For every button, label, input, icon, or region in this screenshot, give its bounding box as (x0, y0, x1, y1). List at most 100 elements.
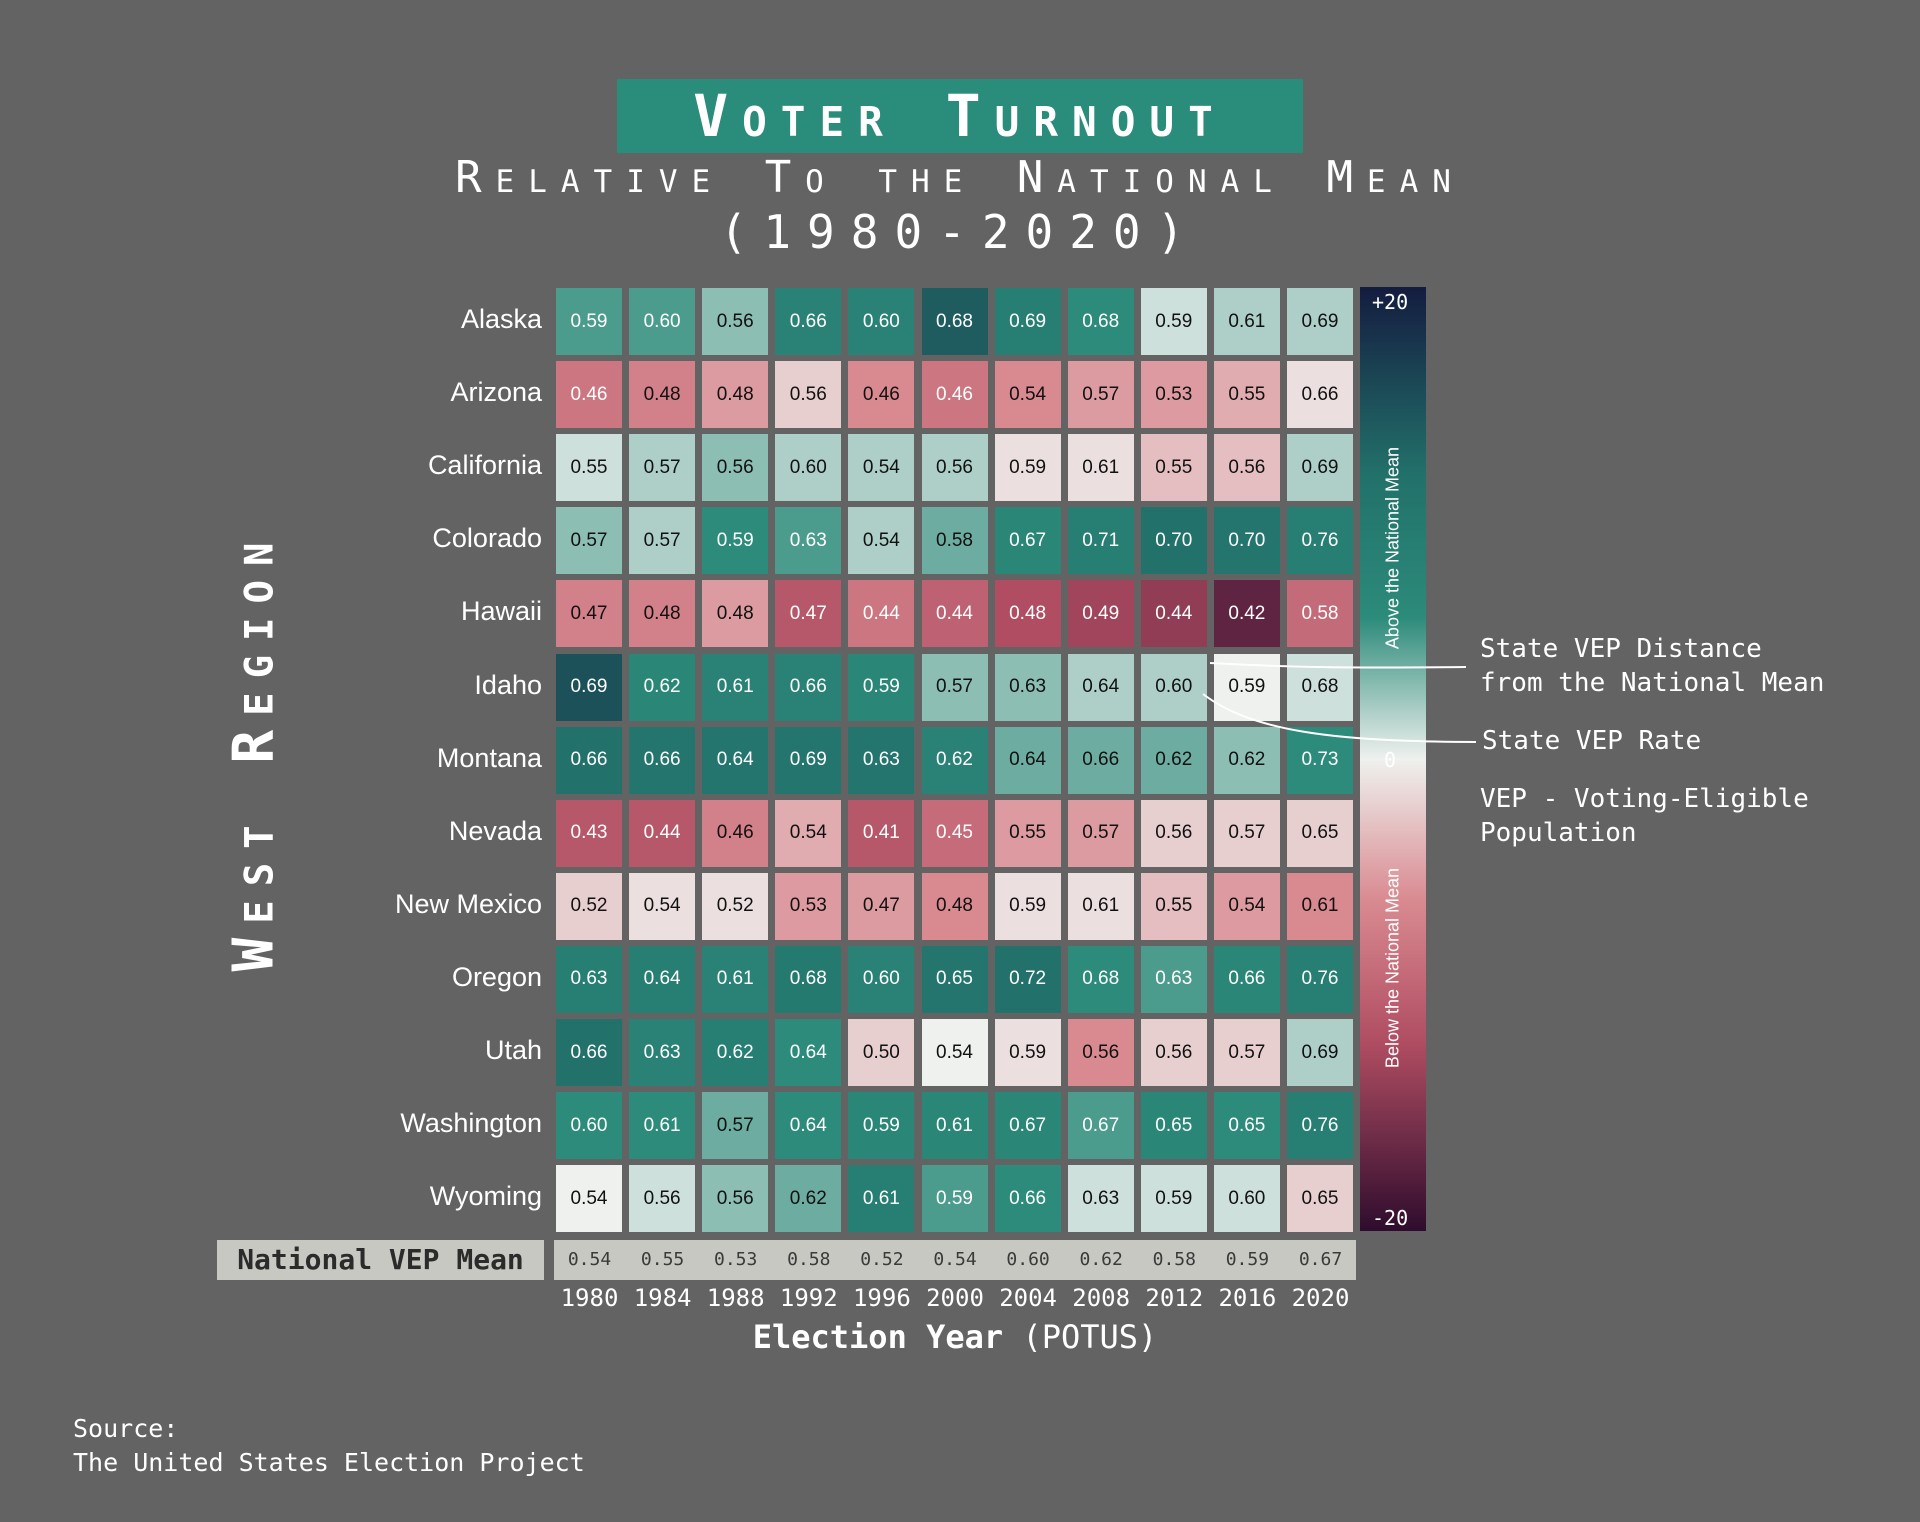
heatmap-cell: 0.63 (556, 945, 622, 1013)
heatmap-cell: 0.56 (702, 288, 769, 355)
x-tick-label: 2012 (1145, 1284, 1204, 1312)
distance-connector-line (1209, 662, 1467, 669)
row-label-washington: Washington (400, 1108, 542, 1139)
heatmap-cell: 0.61 (1067, 434, 1134, 502)
heatmap-cell: 0.57 (702, 1092, 769, 1160)
heatmap-cell: 0.47 (848, 872, 915, 940)
legend-distance-text: State VEP Distance from the National Mea… (1480, 634, 1825, 698)
heatmap-cell: 0.48 (702, 361, 769, 429)
chart-subtitle: Relative To the National Mean (455, 152, 1465, 203)
heatmap-cell: 0.48 (921, 872, 988, 940)
row-label-montana: Montana (436, 742, 542, 773)
heatmap-cell: 0.54 (775, 799, 842, 867)
national-mean-label: National VEP Mean (237, 1243, 524, 1276)
heatmap-cell: 0.64 (775, 1019, 842, 1086)
chart-title: Voter Turnout (693, 82, 1227, 150)
heatmap-cell: 0.44 (629, 799, 696, 867)
heatmap-cell: 0.62 (629, 653, 696, 721)
heatmap-cell: 0.60 (556, 1092, 622, 1160)
heatmap-cell: 0.56 (1213, 434, 1280, 502)
national-mean-value: 0.62 (1079, 1249, 1123, 1270)
heatmap-cell: 0.65 (1287, 1165, 1353, 1233)
heatmap-cell: 0.61 (629, 1092, 696, 1160)
heatmap-cell: 0.59 (994, 872, 1061, 940)
x-tick-label: 1984 (633, 1284, 692, 1312)
heatmap-cell: 0.68 (1067, 945, 1134, 1013)
heatmap-cell: 0.66 (556, 726, 622, 794)
heatmap-cell: 0.54 (629, 872, 696, 940)
heatmap-cell: 0.73 (1287, 726, 1353, 794)
heatmap-cell: 0.76 (1287, 945, 1353, 1013)
x-tick-label: 2004 (999, 1284, 1057, 1312)
heatmap-cell: 0.66 (775, 653, 842, 721)
colorbar-min-label: -20 (1372, 1206, 1409, 1230)
heatmap-cell: 0.65 (1213, 1092, 1280, 1160)
heatmap-cell: 0.53 (1140, 361, 1207, 429)
heatmap-cell: 0.58 (921, 507, 988, 575)
heatmap-cell: 0.69 (775, 726, 842, 794)
heatmap-cell: 0.64 (629, 945, 696, 1013)
row-label-wyoming: Wyoming (429, 1181, 542, 1212)
heatmap-cell: 0.57 (556, 507, 622, 575)
heatmap-cell: 0.57 (1213, 799, 1280, 867)
heatmap-cell: 0.61 (1067, 872, 1134, 940)
x-tick-label: 1996 (852, 1284, 911, 1312)
heatmap-cell: 0.67 (1067, 1092, 1134, 1160)
national-mean-value: 0.59 (1225, 1249, 1270, 1270)
heatmap-cell: 0.53 (775, 872, 842, 940)
heatmap-cell: 0.59 (921, 1165, 988, 1233)
heatmap-cell: 0.70 (1140, 507, 1207, 575)
title-banner (617, 79, 1303, 153)
x-tick-label: 2016 (1218, 1284, 1277, 1312)
row-label-colorado: Colorado (432, 523, 542, 554)
heatmap-cell: 0.62 (702, 1019, 769, 1086)
heatmap-cell: 0.69 (1287, 288, 1353, 355)
heatmap-cell: 0.62 (1140, 726, 1207, 794)
heatmap-cell: 0.66 (775, 288, 842, 355)
national-mean-value: 0.52 (860, 1249, 904, 1270)
heatmap-cell: 0.50 (848, 1019, 915, 1086)
heatmap-cell: 0.68 (775, 945, 842, 1013)
colorbar-max-label: +20 (1372, 290, 1409, 314)
national-mean-label-box (217, 1240, 544, 1280)
heatmap-cell: 0.64 (775, 1092, 842, 1160)
national-mean-value: 0.54 (933, 1249, 977, 1270)
heatmap-cell: 0.48 (629, 580, 696, 648)
heatmap-cell: 0.54 (556, 1165, 622, 1233)
heatmap-cell: 0.54 (1213, 872, 1280, 940)
colorbar (1360, 287, 1426, 1231)
heatmap-cell: 0.57 (629, 507, 696, 575)
heatmap-cell: 0.64 (1067, 653, 1134, 721)
heatmap-cell: 0.59 (994, 1019, 1061, 1086)
colorbar-mid-label: 0 (1384, 748, 1397, 772)
heatmap-cell: 0.69 (1287, 1019, 1353, 1086)
heatmap-cell: 0.59 (556, 288, 622, 355)
heatmap-cell: 0.67 (994, 507, 1061, 575)
row-label-new-mexico: New Mexico (394, 888, 542, 919)
heatmap-cell: 0.52 (556, 872, 622, 940)
heatmap-cell: 0.63 (994, 653, 1061, 721)
rate-connector-line (1202, 693, 1477, 743)
heatmap-cell: 0.66 (1067, 726, 1134, 794)
heatmap-cell: 0.56 (1140, 799, 1207, 867)
heatmap-cell: 0.57 (1213, 1019, 1280, 1086)
heatmap-cell: 0.59 (848, 1092, 915, 1160)
national-mean-value: 0.53 (714, 1249, 758, 1270)
heatmap-cell: 0.61 (702, 653, 769, 721)
row-label-hawaii: Hawaii (460, 596, 542, 627)
heatmap-cell: 0.46 (556, 361, 622, 429)
heatmap-cell: 0.72 (994, 945, 1061, 1013)
heatmap-cell: 0.67 (994, 1092, 1061, 1160)
national-mean-value: 0.58 (1152, 1249, 1196, 1270)
x-tick-label: 2020 (1291, 1284, 1350, 1312)
row-label-arizona: Arizona (450, 377, 542, 408)
heatmap-cell: 0.56 (775, 361, 842, 429)
heatmap-cell: 0.47 (775, 580, 842, 648)
x-axis-label: Election Year (POTUS) (554, 1318, 1356, 1356)
heatmap-cell: 0.55 (556, 434, 622, 502)
heatmap-cell: 0.56 (1067, 1019, 1134, 1086)
heatmap-cell: 0.48 (702, 580, 769, 648)
heatmap-cell: 0.55 (1140, 434, 1207, 502)
national-mean-value: 0.67 (1298, 1249, 1343, 1270)
heatmap-cell: 0.57 (921, 653, 988, 721)
